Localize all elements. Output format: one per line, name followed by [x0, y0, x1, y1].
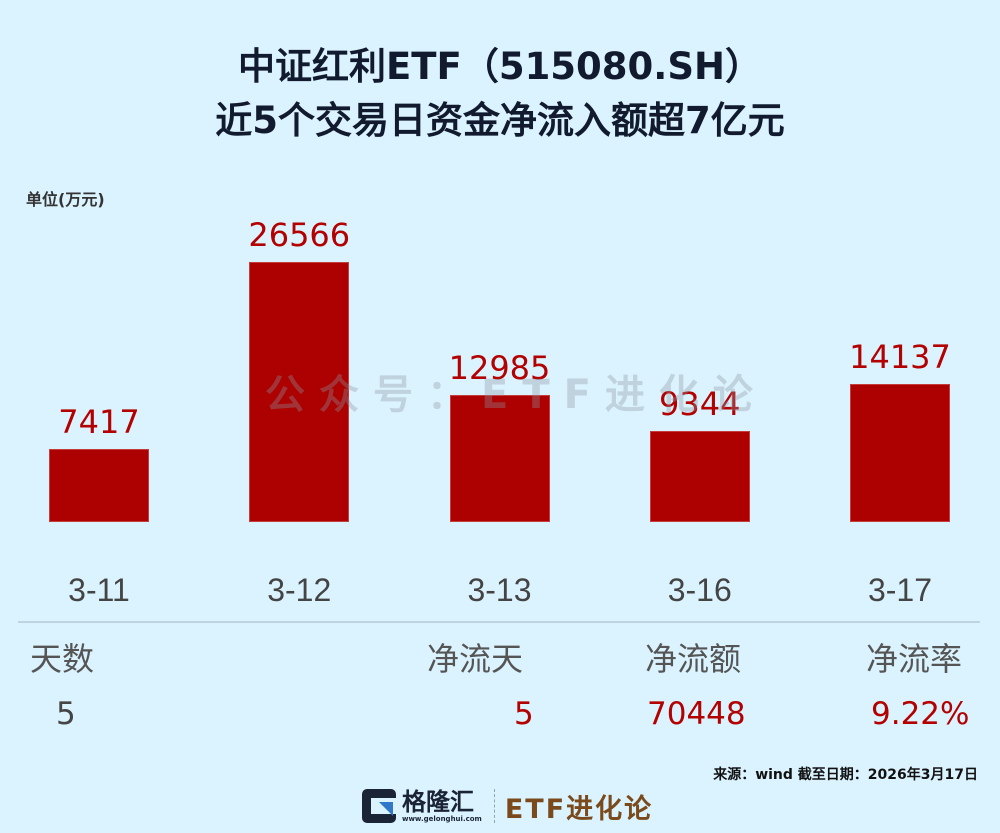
bar-value-label: 26566: [248, 216, 351, 254]
stat-net-days-label: 净流天: [427, 640, 524, 678]
x-axis-label: 3-12: [267, 572, 332, 608]
logo-url: www.gelonghui.com: [402, 814, 482, 823]
stat-net-amount-value: 70448: [647, 696, 746, 732]
bar-value-label: 7417: [58, 403, 140, 442]
unit-label: 单位(万元): [26, 190, 105, 209]
brand-name: ETF进化论: [504, 793, 654, 825]
divider: [18, 621, 980, 623]
bar-3-17: [850, 383, 950, 522]
bar-value-label: 12985: [448, 348, 551, 387]
x-axis-label: 3-16: [667, 572, 732, 608]
bar-value-label: 9344: [659, 384, 741, 423]
stat-days-label: 天数: [30, 640, 95, 678]
footer-logo: 格隆汇 www.gelonghui.com ETF进化论: [362, 786, 653, 826]
stat-net-rate-value: 9.22%: [871, 696, 970, 732]
logo-separator: [493, 789, 495, 823]
x-axis-label: 3-11: [68, 572, 130, 608]
source-note: 来源：wind 截至日期：2026年3月17日: [713, 767, 978, 783]
stat-net-rate-label: 净流率: [866, 640, 963, 678]
logo-name: 格隆汇: [402, 787, 474, 816]
bar-3-12: [249, 262, 350, 522]
gelonghui-logo-icon: [362, 789, 396, 823]
bar-3-11: [49, 449, 149, 522]
bar-value-label: 14137: [849, 337, 951, 376]
stat-net-amount-label: 净流额: [645, 640, 742, 678]
chart-title-line1: 中证红利ETF（515080.SH）: [238, 45, 762, 88]
stat-days-value: 5: [56, 696, 76, 732]
x-axis-label: 3-13: [467, 572, 532, 608]
x-axis-label: 3-17: [867, 572, 933, 608]
chart-title-line2: 近5个交易日资金净流入额超7亿元: [215, 99, 785, 142]
bar-3-16: [649, 430, 750, 522]
bar-3-13: [449, 394, 550, 522]
stat-net-days-value: 5: [514, 696, 534, 732]
